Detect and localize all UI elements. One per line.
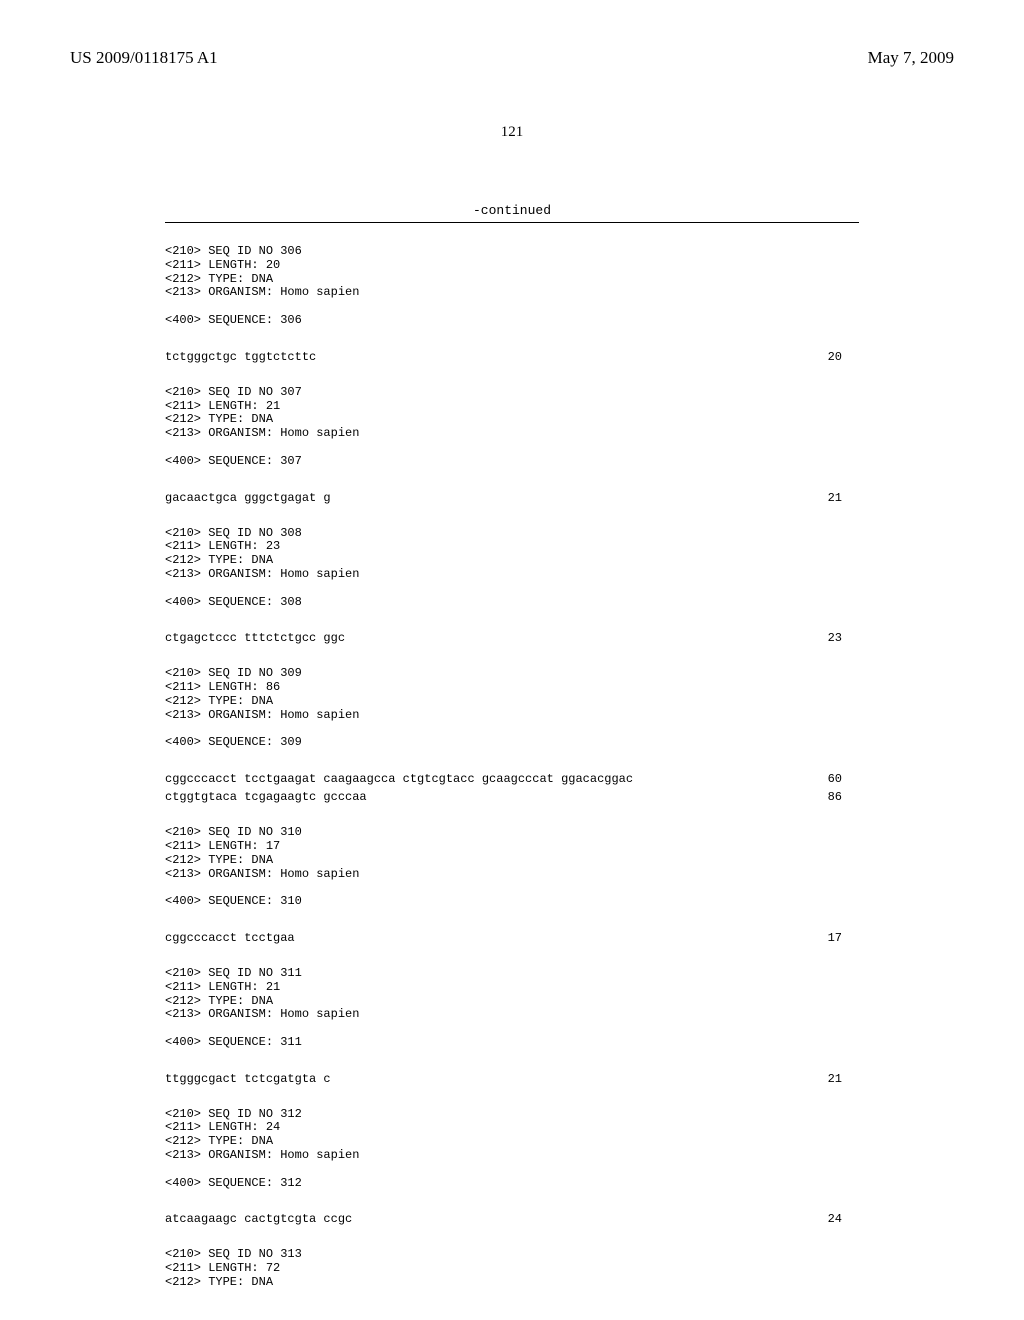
divider [165,222,859,223]
sequence-line: ttgggcgact tctcgatgta c 21 [165,1072,842,1086]
sequence-line: gacaactgca gggctgagat g 21 [165,491,842,505]
sequence-text: cggcccacct tcctgaa [165,931,295,945]
sequence-meta: <210> SEQ ID NO 307 <211> LENGTH: 21 <21… [165,386,859,469]
sequence-text: atcaagaagc cactgtcgta ccgc [165,1212,352,1226]
continued-label: -continued [70,203,954,218]
sequence-text: gacaactgca gggctgagat g [165,491,331,505]
sequence-meta: <210> SEQ ID NO 312 <211> LENGTH: 24 <21… [165,1108,859,1191]
sequence-position: 21 [828,1072,842,1086]
sequence-line: ctgagctccc tttctctgcc ggc 23 [165,631,842,645]
page-number: 121 [70,124,954,141]
sequence-line: cggcccacct tcctgaagat caagaagcca ctgtcgt… [165,772,842,786]
sequence-meta: <210> SEQ ID NO 308 <211> LENGTH: 23 <21… [165,527,859,610]
sequence-position: 86 [828,790,842,804]
sequence-position: 24 [828,1212,842,1226]
page-header: US 2009/0118175 A1 May 7, 2009 [70,48,954,68]
sequence-line: atcaagaagc cactgtcgta ccgc 24 [165,1212,842,1226]
sequence-position: 60 [828,772,842,786]
publication-number: US 2009/0118175 A1 [70,48,218,68]
sequence-meta: <210> SEQ ID NO 311 <211> LENGTH: 21 <21… [165,967,859,1050]
sequence-position: 21 [828,491,842,505]
sequence-meta: <210> SEQ ID NO 313 <211> LENGTH: 72 <21… [165,1248,859,1289]
page-container: US 2009/0118175 A1 May 7, 2009 121 -cont… [0,0,1024,1320]
sequence-meta: <210> SEQ ID NO 309 <211> LENGTH: 86 <21… [165,667,859,750]
sequence-position: 20 [828,350,842,364]
sequence-position: 17 [828,931,842,945]
publication-date: May 7, 2009 [868,48,954,68]
sequence-meta: <210> SEQ ID NO 310 <211> LENGTH: 17 <21… [165,826,859,909]
sequence-line: cggcccacct tcctgaa 17 [165,931,842,945]
sequence-text: cggcccacct tcctgaagat caagaagcca ctgtcgt… [165,772,633,786]
sequence-line: tctgggctgc tggtctcttc 20 [165,350,842,364]
sequence-listing: <210> SEQ ID NO 306 <211> LENGTH: 20 <21… [70,245,954,1290]
sequence-meta: <210> SEQ ID NO 306 <211> LENGTH: 20 <21… [165,245,859,328]
sequence-position: 23 [828,631,842,645]
sequence-text: tctgggctgc tggtctcttc [165,350,316,364]
sequence-text: ctgagctccc tttctctgcc ggc [165,631,345,645]
sequence-text: ctggtgtaca tcgagaagtc gcccaa [165,790,367,804]
sequence-line: ctggtgtaca tcgagaagtc gcccaa 86 [165,790,842,804]
sequence-text: ttgggcgact tctcgatgta c [165,1072,331,1086]
